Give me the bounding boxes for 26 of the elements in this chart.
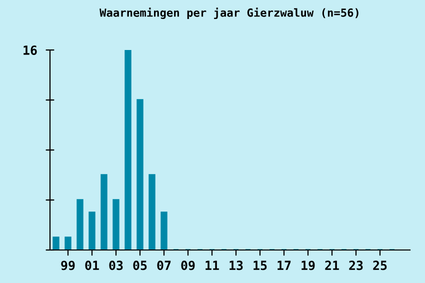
bar (160, 212, 168, 250)
bar (148, 174, 156, 250)
bar (112, 199, 120, 250)
x-tick-label: 11 (206, 260, 219, 270)
x-tick-label: 25 (373, 260, 387, 270)
x-tick-label: 15 (254, 260, 267, 270)
x-tick-label: 19 (302, 260, 315, 270)
bar (76, 199, 84, 250)
x-tick-label: 01 (85, 260, 99, 270)
bar (136, 99, 144, 250)
x-tick-label: 13 (230, 260, 243, 270)
x-tick-label: 07 (157, 260, 171, 270)
bar (124, 50, 132, 250)
x-tick-label: 99 (61, 260, 75, 270)
y-tick-label: 16 (24, 45, 37, 55)
x-tick-label: 09 (181, 260, 195, 270)
bar (100, 174, 108, 250)
x-tick-label: 03 (109, 260, 123, 270)
x-tick-label: 23 (349, 260, 363, 270)
bar (64, 236, 72, 250)
x-tick-label: 05 (133, 260, 147, 270)
bar (88, 212, 96, 250)
bar (52, 236, 60, 250)
chart-title: Waarnemingen per jaar Gierzwaluw (n=56) (100, 8, 358, 19)
x-tick-label: 17 (278, 260, 291, 270)
x-tick-label: 21 (325, 260, 339, 270)
